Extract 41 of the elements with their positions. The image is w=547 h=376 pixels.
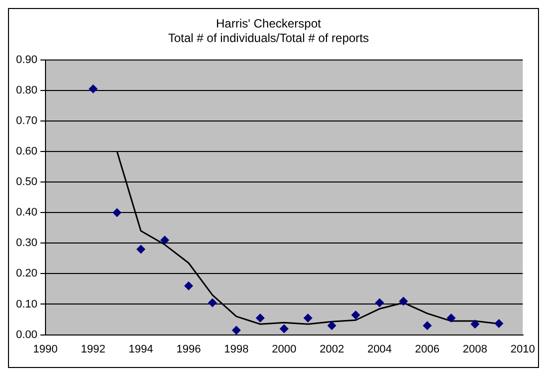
point xyxy=(327,321,336,330)
point xyxy=(375,298,384,308)
y-tick-label: 0.10 xyxy=(16,298,38,310)
point xyxy=(184,281,194,290)
x-tick-label: 2004 xyxy=(367,343,392,356)
point xyxy=(494,318,504,328)
x-tick-label: 2000 xyxy=(272,343,296,356)
point xyxy=(136,244,146,254)
x-tick-label: 1998 xyxy=(224,343,249,356)
point xyxy=(256,313,265,322)
y-tick-label: 0.00 xyxy=(16,328,38,341)
y-tick-label: 0.60 xyxy=(16,146,38,158)
x-tick-label: 1992 xyxy=(80,343,106,356)
point xyxy=(160,236,170,245)
point xyxy=(422,321,432,330)
text: Total # of individuals/Total # of reports xyxy=(168,30,369,45)
x-tick-label: 1996 xyxy=(176,343,201,356)
y-tick-label: 0.80 xyxy=(16,84,38,96)
x-tick-label: 2002 xyxy=(320,343,344,356)
y-tick-label: 0.20 xyxy=(16,268,38,280)
point xyxy=(280,324,289,334)
x-tick-label: 2006 xyxy=(415,343,440,356)
y-tick-label: 0.50 xyxy=(16,176,38,188)
y-tick-label: 0.70 xyxy=(16,114,38,127)
point xyxy=(232,326,241,335)
point xyxy=(112,208,122,218)
text: Harris' Checkerspot xyxy=(216,16,321,31)
y-tick-label: 0.90 xyxy=(16,54,38,66)
x-tick-label: 2010 xyxy=(510,343,536,356)
point xyxy=(470,320,480,329)
point xyxy=(446,313,456,322)
y-tick-label: 0.40 xyxy=(16,206,38,219)
point xyxy=(398,296,408,306)
x-tick-label: 1990 xyxy=(33,343,58,356)
x-tick-label: 1994 xyxy=(128,343,154,356)
point xyxy=(88,84,98,94)
y-tick-label: 0.30 xyxy=(16,237,38,250)
point xyxy=(303,313,312,322)
point xyxy=(208,298,217,308)
x-tick-label: 2008 xyxy=(462,343,488,356)
point xyxy=(351,310,360,320)
